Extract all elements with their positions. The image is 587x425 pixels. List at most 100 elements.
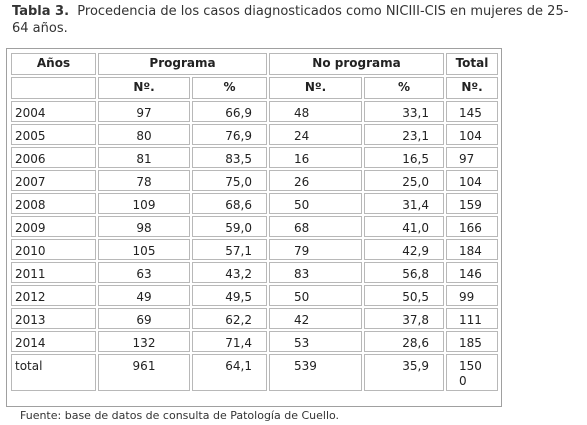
cell-year: 2005 xyxy=(11,124,96,145)
cell-year: 2012 xyxy=(11,285,96,306)
header-n-no-programa: Nº. xyxy=(269,77,362,99)
cell-total: 166 xyxy=(446,216,498,237)
table-caption: Tabla 3. Procedencia de los casos diagno… xyxy=(12,3,584,37)
caption-label: Tabla 3. xyxy=(12,4,70,19)
cell-n-no-programa: 16 xyxy=(269,147,362,168)
cell-pct-no-programa: 37,8 xyxy=(364,308,444,329)
cell-total: 97 xyxy=(446,147,498,168)
header-empty xyxy=(11,77,96,99)
cell-year: 2008 xyxy=(11,193,96,214)
cell-pct-no-programa: 35,9 xyxy=(364,354,444,391)
cell-year: total xyxy=(11,354,96,391)
cell-n-programa: 81 xyxy=(98,147,190,168)
cell-pct-programa: 68,6 xyxy=(192,193,267,214)
cell-year: 2013 xyxy=(11,308,96,329)
cell-n-no-programa: 50 xyxy=(269,193,362,214)
cell-pct-programa: 75,0 xyxy=(192,170,267,191)
data-table: Años Programa No programa Total Nº. % Nº… xyxy=(9,51,500,393)
cell-total: 146 xyxy=(446,262,498,283)
table-row: 2007 78 75,0 26 25,0 104 xyxy=(11,170,498,191)
cell-total: 111 xyxy=(446,308,498,329)
cell-n-no-programa: 539 xyxy=(269,354,362,391)
cell-n-no-programa: 53 xyxy=(269,331,362,352)
cell-n-programa: 105 xyxy=(98,239,190,260)
cell-n-no-programa: 79 xyxy=(269,239,362,260)
table-row: 2011 63 43,2 83 56,8 146 xyxy=(11,262,498,283)
table-row: 2008 109 68,6 50 31,4 159 xyxy=(11,193,498,214)
cell-n-no-programa: 42 xyxy=(269,308,362,329)
cell-pct-no-programa: 33,1 xyxy=(364,101,444,122)
cell-pct-programa: 59,0 xyxy=(192,216,267,237)
header-pct-no-programa: % xyxy=(364,77,444,99)
cell-pct-programa: 83,5 xyxy=(192,147,267,168)
table-row: 2010 105 57,1 79 42,9 184 xyxy=(11,239,498,260)
header-n-programa: Nº. xyxy=(98,77,190,99)
table-row: 2009 98 59,0 68 41,0 166 xyxy=(11,216,498,237)
source-note: Fuente: base de datos de consulta de Pat… xyxy=(20,409,340,422)
cell-n-programa: 97 xyxy=(98,101,190,122)
cell-pct-programa: 49,5 xyxy=(192,285,267,306)
cell-n-programa: 109 xyxy=(98,193,190,214)
cell-pct-no-programa: 41,0 xyxy=(364,216,444,237)
header-programa: Programa xyxy=(98,53,267,75)
cell-pct-programa: 76,9 xyxy=(192,124,267,145)
cell-n-programa: 63 xyxy=(98,262,190,283)
cell-year: 2007 xyxy=(11,170,96,191)
cell-total: 185 xyxy=(446,331,498,352)
cell-pct-programa: 71,4 xyxy=(192,331,267,352)
cell-year: 2004 xyxy=(11,101,96,122)
cell-year: 2011 xyxy=(11,262,96,283)
cell-year: 2014 xyxy=(11,331,96,352)
cell-pct-no-programa: 28,6 xyxy=(364,331,444,352)
cell-total: 159 xyxy=(446,193,498,214)
cell-n-no-programa: 68 xyxy=(269,216,362,237)
cell-pct-no-programa: 23,1 xyxy=(364,124,444,145)
cell-n-programa: 132 xyxy=(98,331,190,352)
table-row: 2005 80 76,9 24 23,1 104 xyxy=(11,124,498,145)
cell-n-programa: 961 xyxy=(98,354,190,391)
cell-total: 99 xyxy=(446,285,498,306)
cell-n-programa: 78 xyxy=(98,170,190,191)
header-pct-programa: % xyxy=(192,77,267,99)
cell-pct-no-programa: 16,5 xyxy=(364,147,444,168)
cell-pct-no-programa: 31,4 xyxy=(364,193,444,214)
table-row: 2006 81 83,5 16 16,5 97 xyxy=(11,147,498,168)
cell-total: 1500 xyxy=(446,354,498,391)
header-no-programa: No programa xyxy=(269,53,444,75)
cell-n-no-programa: 50 xyxy=(269,285,362,306)
cell-pct-no-programa: 56,8 xyxy=(364,262,444,283)
table-row: 2004 97 66,9 48 33,1 145 xyxy=(11,101,498,122)
header-years: Años xyxy=(11,53,96,75)
cell-pct-programa: 62,2 xyxy=(192,308,267,329)
header-total: Total xyxy=(446,53,498,75)
cell-total: 104 xyxy=(446,170,498,191)
cell-n-programa: 98 xyxy=(98,216,190,237)
cell-pct-programa: 57,1 xyxy=(192,239,267,260)
cell-pct-no-programa: 50,5 xyxy=(364,285,444,306)
table-row: 2014 132 71,4 53 28,6 185 xyxy=(11,331,498,352)
caption-text: Procedencia de los casos diagnosticados … xyxy=(12,4,569,36)
header-row-top: Años Programa No programa Total xyxy=(11,53,498,75)
cell-n-no-programa: 24 xyxy=(269,124,362,145)
table-row: 2012 49 49,5 50 50,5 99 xyxy=(11,285,498,306)
cell-pct-programa: 43,2 xyxy=(192,262,267,283)
cell-year: 2006 xyxy=(11,147,96,168)
cell-pct-no-programa: 42,9 xyxy=(364,239,444,260)
cell-total: 184 xyxy=(446,239,498,260)
cell-n-no-programa: 26 xyxy=(269,170,362,191)
cell-n-no-programa: 48 xyxy=(269,101,362,122)
cell-pct-no-programa: 25,0 xyxy=(364,170,444,191)
cell-n-no-programa: 83 xyxy=(269,262,362,283)
header-row-sub: Nº. % Nº. % Nº. xyxy=(11,77,498,99)
table-row: total 961 64,1 539 35,9 1500 xyxy=(11,354,498,391)
cell-year: 2009 xyxy=(11,216,96,237)
cell-year: 2010 xyxy=(11,239,96,260)
cell-total: 104 xyxy=(446,124,498,145)
cell-pct-programa: 64,1 xyxy=(192,354,267,391)
data-table-frame: Años Programa No programa Total Nº. % Nº… xyxy=(6,48,502,407)
cell-n-programa: 80 xyxy=(98,124,190,145)
cell-total: 145 xyxy=(446,101,498,122)
cell-pct-programa: 66,9 xyxy=(192,101,267,122)
cell-n-programa: 49 xyxy=(98,285,190,306)
header-n-total: Nº. xyxy=(446,77,498,99)
